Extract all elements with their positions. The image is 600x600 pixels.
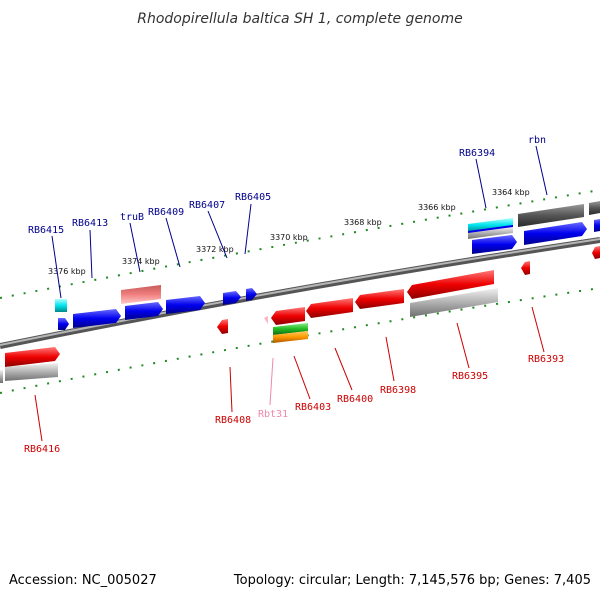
gene-rbn[interactable] (524, 222, 587, 245)
gene-label-RB6393[interactable]: RB6393 (528, 354, 564, 365)
feature-RB6403-orange[interactable] (273, 331, 308, 343)
scale-label: 3364 kbp (492, 188, 530, 197)
genome-backbone (0, 237, 600, 349)
gene-RB6415[interactable] (58, 318, 69, 330)
gene-RB6409b[interactable] (166, 296, 205, 314)
gene-RB6416[interactable] (5, 347, 60, 367)
feature-RB6394-cyan[interactable] (468, 218, 513, 232)
gene-Rbt31[interactable] (264, 316, 268, 324)
forward-genes (58, 219, 600, 330)
feature-RB6395-grey[interactable] (410, 288, 498, 317)
gene-label-RB6403[interactable]: RB6403 (295, 402, 331, 413)
gene-RB6395[interactable] (407, 270, 494, 299)
forward-features (55, 201, 600, 312)
gene-label-RB6400[interactable]: RB6400 (337, 394, 373, 405)
reverse-gene-labels: RB6416 RB6408 Rbt31 RB6403 RB6400 RB6398… (24, 354, 564, 455)
feature-edge-dark[interactable] (589, 201, 600, 215)
reverse-genes (5, 246, 600, 367)
gene-label-RB6416[interactable]: RB6416 (24, 444, 60, 455)
feature-RB6416-edge[interactable] (0, 370, 3, 383)
feature-truB[interactable] (121, 285, 161, 304)
genome-info-text: Topology: circular; Length: 7,145,576 bp… (233, 573, 591, 588)
scale-label: 3366 kbp (418, 203, 456, 212)
gene-label-Rbt31[interactable]: Rbt31 (258, 409, 288, 420)
gene-RB6394-blue[interactable] (472, 235, 517, 254)
forward-tick-track (0, 189, 600, 299)
gene-label-RB6394[interactable]: RB6394 (459, 148, 495, 159)
gene-label-rbn[interactable]: rbn (528, 135, 546, 146)
gene-label-RB6398[interactable]: RB6398 (380, 385, 416, 396)
gene-label-RB6409[interactable]: RB6409 (148, 207, 184, 218)
scale-label: 3376 kbp (48, 267, 86, 276)
gene-RB6413[interactable] (73, 309, 121, 328)
scale-label: 3372 kbp (196, 245, 234, 254)
map-title: Rhodopirellula baltica SH 1, complete ge… (137, 11, 463, 27)
reverse-tick-track (0, 287, 600, 394)
gene-RB6408[interactable] (217, 319, 228, 334)
feature-rbn-dark[interactable] (518, 204, 584, 227)
gene-label-RB6413[interactable]: RB6413 (72, 218, 108, 229)
gene-RB6405[interactable] (246, 288, 257, 301)
forward-gene-labels: RB6415 RB6413 truB RB6409 RB6407 RB6405 … (28, 135, 546, 236)
gene-label-RB6415[interactable]: RB6415 (28, 225, 64, 236)
gene-label-RB6407[interactable]: RB6407 (189, 200, 225, 211)
feature-RB6415-cyan[interactable] (55, 299, 67, 312)
label-leaders (34, 145, 548, 442)
feature-RB6394-grey[interactable] (468, 227, 513, 239)
scale-labels: 3376 kbp 3374 kbp 3372 kbp 3370 kbp 3368… (48, 188, 530, 276)
gene-label-RB6408[interactable]: RB6408 (215, 415, 251, 426)
gene-RB6409[interactable] (125, 302, 163, 320)
reverse-features (0, 288, 498, 383)
scale-label: 3368 kbp (344, 218, 382, 227)
scale-label: 3370 kbp (270, 233, 308, 242)
gene-edge-blue[interactable] (594, 219, 600, 232)
gene-label-RB6395[interactable]: RB6395 (452, 371, 488, 382)
gene-RB6407[interactable] (223, 291, 241, 305)
gene-RB6403[interactable] (271, 307, 305, 325)
gene-RB6400[interactable] (306, 298, 353, 318)
feature-RB6416-grey[interactable] (5, 363, 58, 381)
scale-label: 3374 kbp (122, 257, 160, 266)
gene-label-RB6405[interactable]: RB6405 (235, 192, 271, 203)
gene-RB6393[interactable] (521, 261, 530, 275)
gene-label-truB[interactable]: truB (120, 212, 144, 223)
gene-RB6398[interactable] (355, 289, 404, 309)
accession-text: Accession: NC_005027 (9, 573, 157, 588)
gene-edge-red[interactable] (592, 246, 600, 259)
